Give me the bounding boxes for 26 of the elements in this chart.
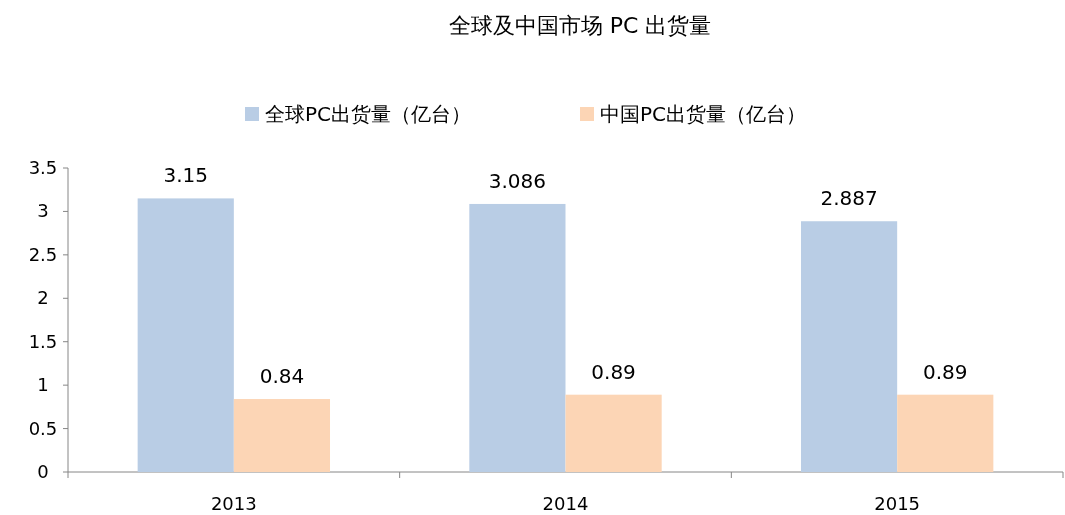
data-label: 2.887	[820, 186, 878, 211]
data-label: 3.15	[163, 163, 209, 188]
bar	[233, 399, 331, 472]
bar	[137, 198, 234, 472]
y-tick-label: 0.5	[28, 417, 58, 439]
bar	[897, 394, 994, 472]
y-tick-label: 3	[37, 200, 49, 222]
bar	[469, 203, 566, 472]
y-tick-label: 1	[37, 374, 49, 396]
data-label: 3.086	[488, 168, 547, 193]
legend-label: 全球PC出货量（亿台）	[265, 102, 472, 126]
data-label: 0.84	[259, 364, 305, 389]
x-tick-label: 2014	[542, 493, 589, 514]
y-tick-label: 2	[37, 287, 49, 309]
data-label: 0.89	[591, 359, 636, 384]
chart-title: 全球及中国市场 PC 出货量	[448, 13, 712, 38]
data-label: 0.89	[922, 359, 968, 384]
legend-label: 中国PC出货量（亿台）	[600, 102, 807, 126]
y-tick-label: 1.5	[28, 330, 58, 352]
y-tick-label: 2.5	[28, 243, 58, 265]
y-tick-label: 3.5	[28, 157, 58, 178]
y-tick-label: 0	[37, 461, 49, 482]
x-tick-label: 2015	[874, 493, 921, 514]
bar	[565, 394, 662, 472]
x-tick-label: 2013	[210, 493, 257, 514]
bar	[800, 221, 898, 472]
